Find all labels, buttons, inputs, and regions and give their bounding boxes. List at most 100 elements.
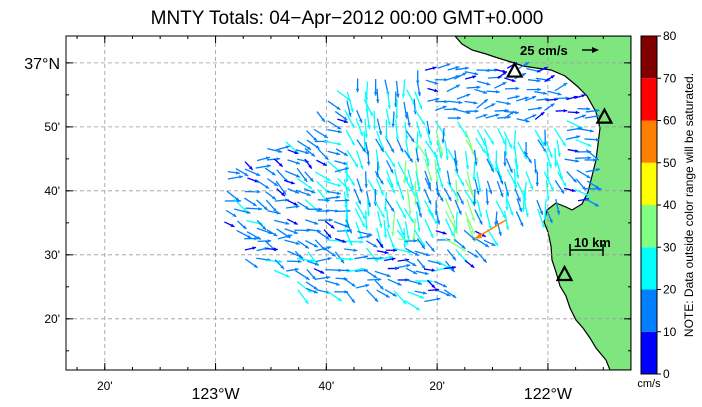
- current-vector-head: [336, 191, 341, 195]
- current-vector-head: [522, 73, 527, 77]
- current-vector-head: [312, 275, 316, 280]
- current-vector-head: [303, 177, 308, 182]
- current-vector-head: [386, 224, 391, 229]
- current-vector-head: [434, 88, 439, 93]
- scale-bar: 10 km: [569, 235, 611, 256]
- current-vector-head: [490, 164, 494, 169]
- current-vector-head: [288, 234, 293, 238]
- current-vector: [475, 219, 507, 239]
- current-vector-head: [576, 135, 581, 139]
- current-vector-head: [543, 216, 547, 221]
- current-vector-head: [502, 71, 507, 76]
- current-vector-head: [351, 141, 355, 146]
- current-vector-head: [327, 234, 332, 238]
- current-vector-head: [478, 213, 483, 218]
- current-vector-head: [360, 165, 364, 170]
- current-vector-head: [515, 95, 520, 99]
- current-vector-head: [589, 129, 594, 133]
- current-vector-head: [343, 116, 348, 121]
- current-vector-head: [461, 244, 466, 249]
- current-vector-head: [512, 146, 517, 151]
- current-vector-head: [392, 293, 397, 297]
- current-vector-head: [368, 232, 373, 237]
- current-vector-head: [327, 257, 332, 261]
- current-vector-head: [452, 294, 457, 298]
- station-3-triangle: [555, 264, 574, 282]
- current-vector-head: [515, 174, 520, 179]
- current-vector-head: [536, 78, 541, 83]
- current-vector-head: [278, 149, 283, 153]
- current-vector-head: [252, 246, 257, 250]
- current-vector-head: [562, 142, 566, 147]
- current-vector-head: [445, 156, 449, 161]
- current-vector-head: [307, 146, 312, 150]
- current-vector-head: [460, 181, 465, 186]
- current-vector-head: [532, 96, 537, 100]
- current-vector-head: [409, 158, 413, 163]
- current-vector-head: [575, 110, 580, 115]
- current-vector-head: [361, 222, 365, 227]
- current-vector-head: [394, 115, 399, 120]
- current-vectors: [224, 61, 602, 311]
- current-vector-head: [351, 283, 356, 287]
- current-vector-head: [359, 118, 363, 123]
- current-vector-head: [421, 120, 425, 125]
- current-vector-head: [410, 218, 414, 223]
- current-vector-head: [377, 277, 382, 282]
- current-vector-head: [393, 248, 398, 252]
- current-vector-head: [343, 152, 348, 156]
- current-vector-head: [436, 220, 441, 225]
- current-vector-head: [404, 176, 408, 181]
- graticule: [66, 36, 631, 370]
- current-vector-head: [308, 185, 313, 189]
- current-vector: [455, 179, 459, 203]
- current-vector-head: [328, 218, 333, 222]
- current-vector-head: [481, 148, 486, 153]
- current-vector-head: [351, 123, 355, 128]
- current-vector-head: [540, 141, 545, 146]
- current-vector-head: [305, 276, 310, 280]
- current-vector-head: [383, 207, 388, 212]
- current-vector-head: [309, 177, 314, 182]
- current-vector-head: [267, 239, 272, 243]
- current-vector-head: [364, 255, 369, 259]
- current-vector-head: [304, 300, 309, 305]
- current-vector-head: [359, 188, 363, 193]
- current-vector-head: [336, 151, 341, 156]
- reference-arrow-label: 25 cm/s: [520, 43, 568, 58]
- current-vector-head: [517, 197, 521, 202]
- current-vector-head: [418, 213, 422, 218]
- current-vector-head: [285, 145, 290, 149]
- current-vector-head: [314, 262, 319, 266]
- current-vector-head: [581, 114, 586, 118]
- current-vector-head: [477, 187, 482, 192]
- current-vector-head: [237, 199, 241, 203]
- current-vector-head: [427, 200, 432, 205]
- current-vector-head: [528, 159, 532, 164]
- current-vector-head: [502, 82, 507, 86]
- current-vector-head: [557, 92, 562, 96]
- current-vector-head: [326, 198, 330, 202]
- current-vector-head: [428, 141, 433, 146]
- current-vector-head: [378, 131, 383, 136]
- current-vector: [466, 171, 474, 197]
- current-vector-head: [560, 189, 565, 194]
- current-vector-head: [413, 239, 418, 243]
- current-vector-head: [389, 169, 394, 174]
- current-vector-head: [494, 242, 498, 246]
- current-vector: [444, 238, 467, 252]
- current-vector-head: [495, 113, 500, 117]
- current-vector-head: [281, 192, 285, 197]
- current-vector-head: [440, 151, 444, 156]
- current-vector-head: [353, 248, 358, 252]
- axis-labels: 20' 123°W 40' 20' 122°W 37°N 50' 40' 30' 20': [24, 56, 573, 403]
- current-vector-head: [331, 252, 336, 257]
- current-vector-head: [402, 214, 406, 219]
- current-vector-head: [373, 274, 378, 279]
- current-vector-head: [442, 283, 447, 288]
- current-vector-head: [491, 242, 496, 246]
- station-2-triangle: [595, 107, 614, 124]
- current-vector-head: [546, 196, 550, 201]
- current-vector-head: [595, 114, 600, 119]
